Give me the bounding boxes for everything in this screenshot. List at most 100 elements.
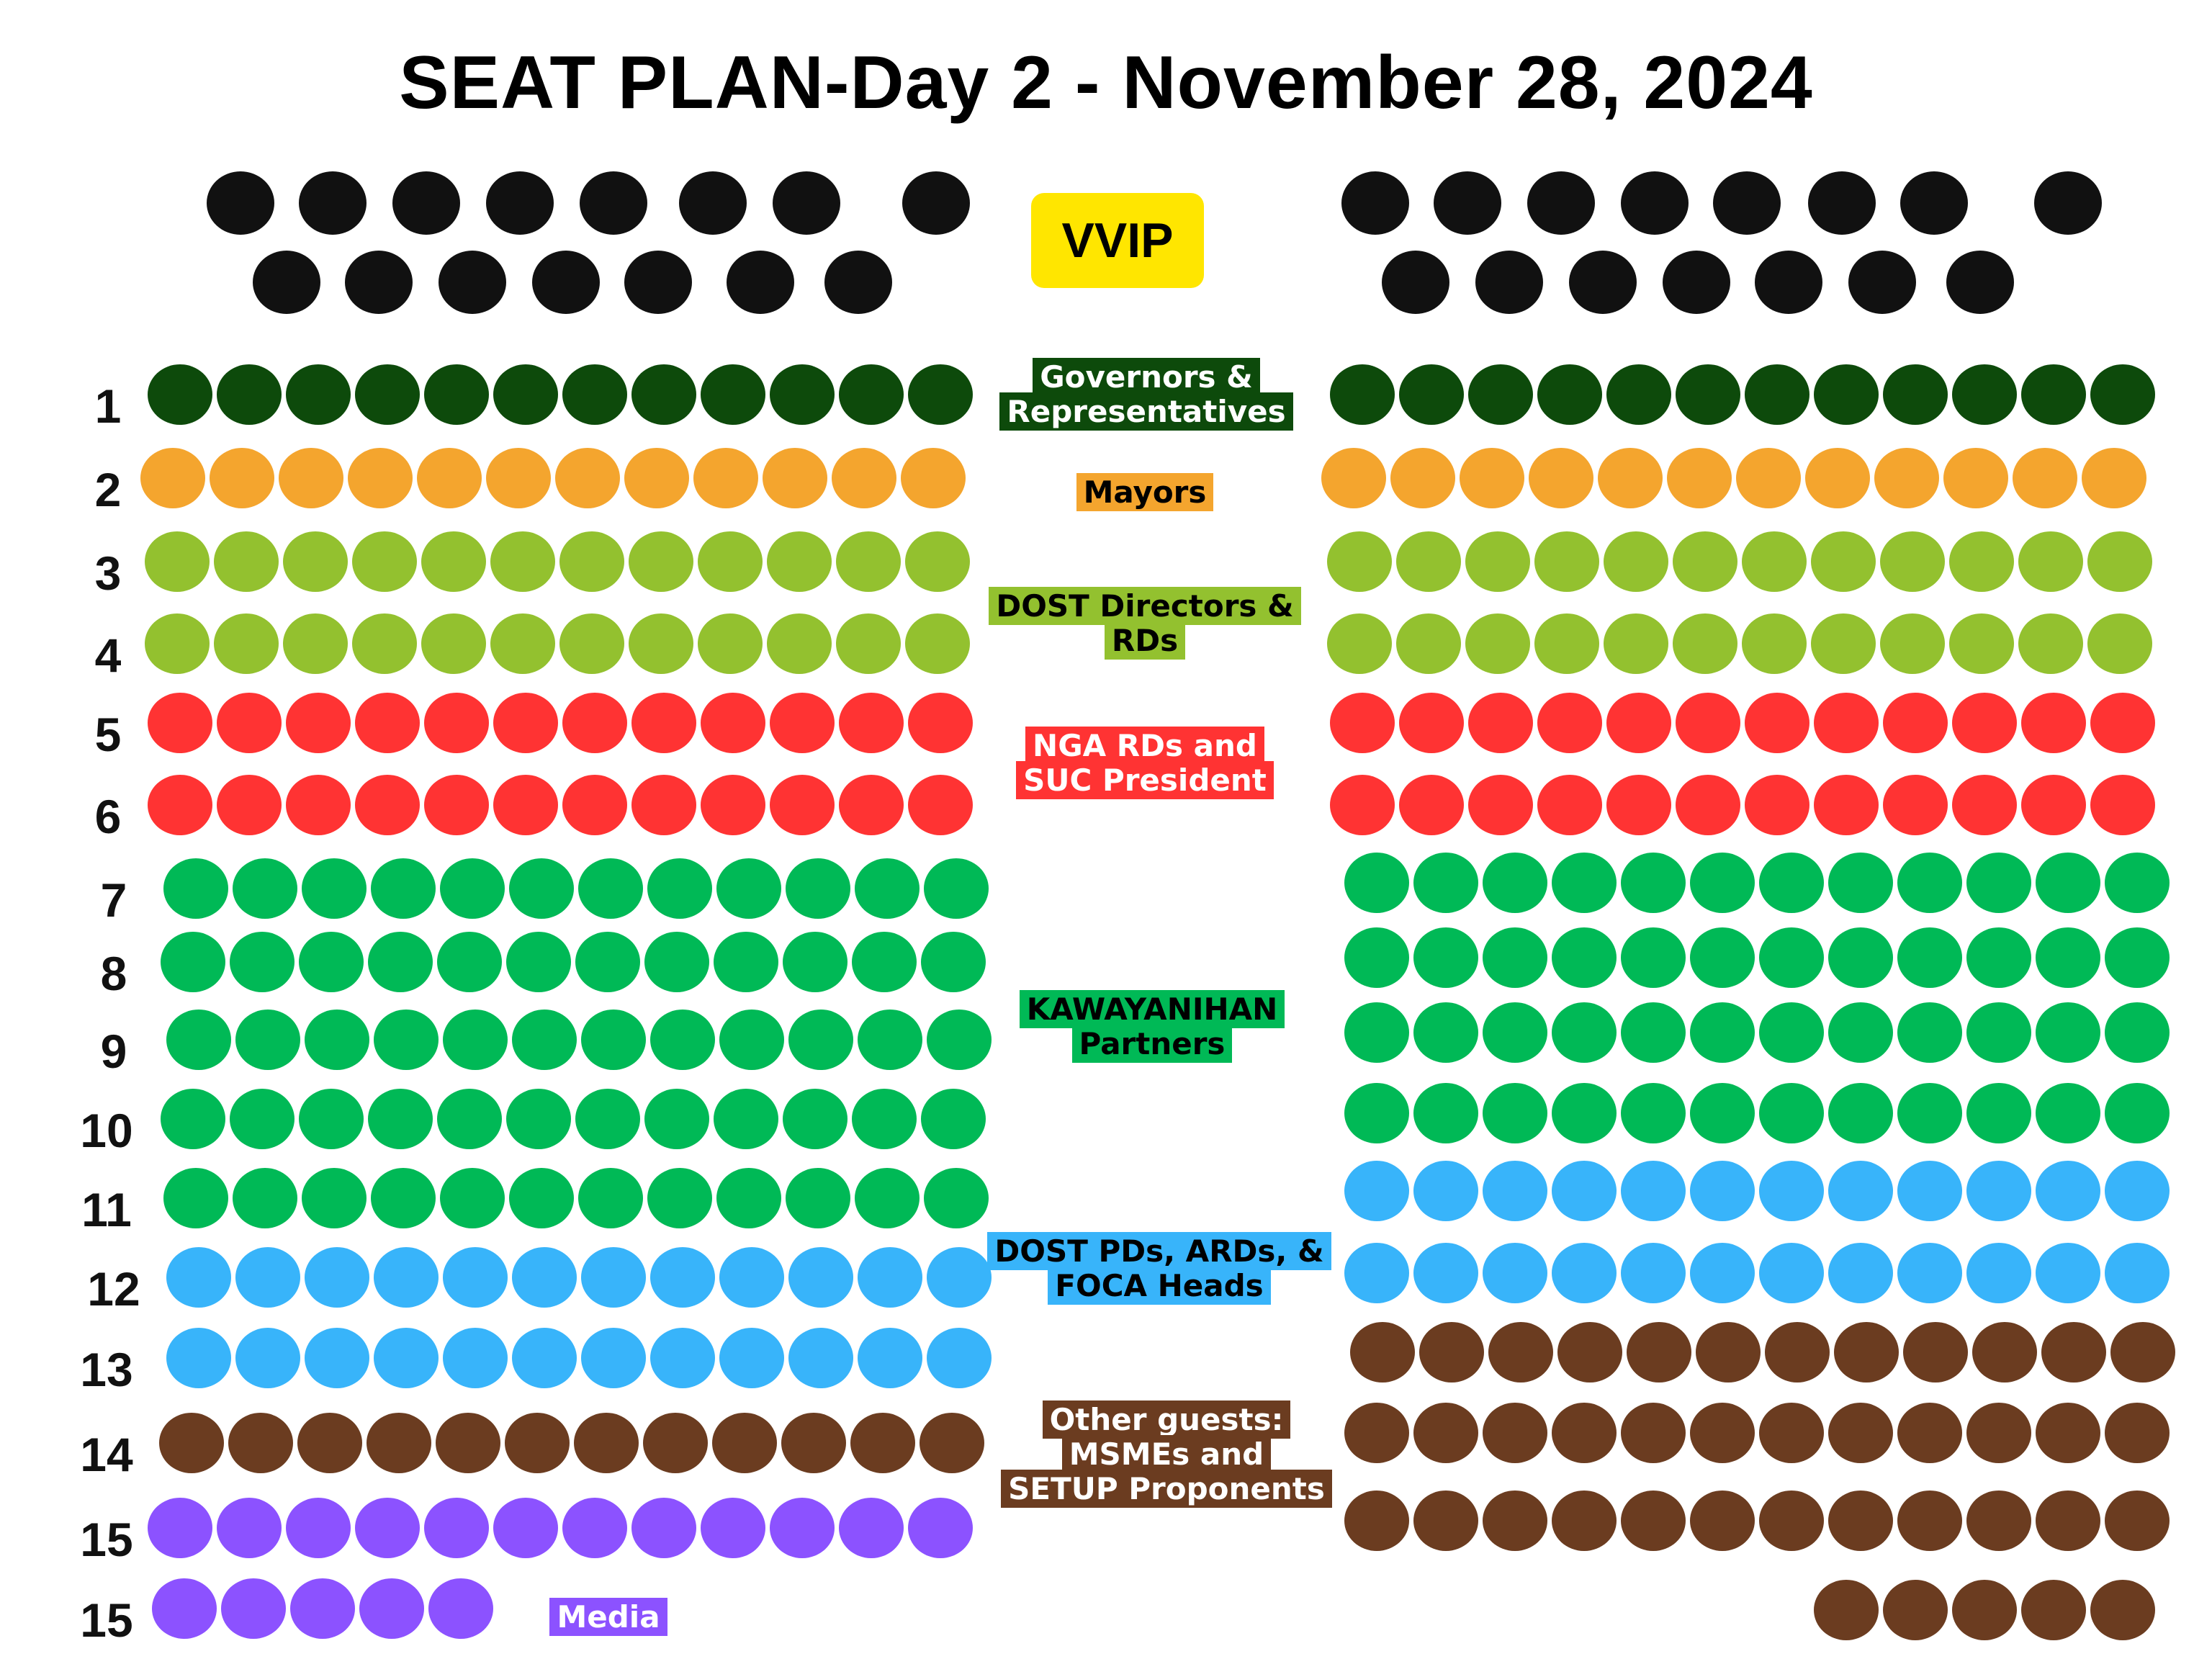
governors-seat <box>631 364 696 425</box>
kawayanihan-seat <box>305 1010 369 1070</box>
nga-seat <box>355 775 420 835</box>
vvip-seat <box>207 171 274 235</box>
vvip-seat <box>727 251 794 314</box>
vvip-seat <box>1946 251 2014 314</box>
other_guests-seat <box>1897 1491 1962 1551</box>
kawayanihan-seat <box>1344 927 1409 988</box>
category-label-nga: NGA RDs and SUC President <box>994 727 1296 799</box>
dost_pds-seat <box>1483 1161 1547 1221</box>
other_guests-seat <box>2105 1491 2170 1551</box>
dost_pds-seat <box>166 1328 231 1388</box>
dost_directors-seat <box>1742 531 1807 592</box>
dost_pds-seat <box>1897 1243 1962 1303</box>
other_guests-seat <box>228 1413 293 1473</box>
other_guests-seat <box>159 1413 224 1473</box>
dost_directors-seat <box>629 613 693 674</box>
dost_directors-seat <box>1880 531 1945 592</box>
category-label-other-guests: Other guests: MSMEs and SETUP Proponents <box>986 1401 1346 1508</box>
nga-seat <box>2090 775 2155 835</box>
kawayanihan-seat <box>509 858 574 919</box>
nga-seat <box>493 775 558 835</box>
nga-seat <box>562 693 627 753</box>
kawayanihan-seat <box>371 858 436 919</box>
kawayanihan-seat <box>163 1168 228 1228</box>
dost_pds-seat <box>1552 1243 1617 1303</box>
mayors-seat <box>901 448 966 508</box>
nga-seat <box>839 693 904 753</box>
media-seat <box>152 1578 217 1639</box>
nga-seat <box>1330 775 1395 835</box>
governors-seat <box>2021 364 2086 425</box>
nga-seat <box>908 693 973 753</box>
dost_directors-seat <box>559 613 624 674</box>
nga-seat <box>701 775 765 835</box>
kawayanihan-seat <box>2105 927 2170 988</box>
kawayanihan-seat <box>855 1168 920 1228</box>
nga-seat <box>1399 775 1464 835</box>
other_guests-seat <box>297 1413 362 1473</box>
dost_pds-seat <box>858 1247 922 1308</box>
dost_directors-seat <box>2087 613 2152 674</box>
other_guests-seat <box>574 1413 639 1473</box>
vvip-seat <box>1434 171 1501 235</box>
kawayanihan-seat <box>512 1010 577 1070</box>
other_guests-seat <box>1903 1322 1968 1382</box>
nga-seat <box>1399 693 1464 753</box>
mayors-seat <box>1874 448 1939 508</box>
category-label-dost-directors: DOST Directors & RDs <box>958 587 1332 660</box>
kawayanihan-seat <box>1344 1083 1409 1143</box>
mayors-seat <box>1736 448 1801 508</box>
kawayanihan-seat <box>1344 1002 1409 1063</box>
mayors-seat <box>210 448 274 508</box>
kawayanihan-seat <box>921 1089 986 1149</box>
mayors-seat <box>763 448 827 508</box>
dost_pds-seat <box>788 1328 853 1388</box>
row-number: 7 <box>100 873 127 927</box>
governors-seat <box>1883 364 1948 425</box>
media-seat <box>148 1498 212 1558</box>
kawayanihan-seat <box>644 932 709 992</box>
dost_pds-seat <box>512 1328 577 1388</box>
dost_pds-seat <box>443 1247 508 1308</box>
kawayanihan-seat <box>374 1010 439 1070</box>
dost_pds-seat <box>1690 1243 1755 1303</box>
dost_directors-seat <box>1811 531 1876 592</box>
dost_directors-seat <box>214 531 279 592</box>
category-label-line: Media <box>549 1598 667 1636</box>
other_guests-seat <box>1972 1322 2037 1382</box>
dost_directors-seat <box>698 613 763 674</box>
other_guests-seat <box>1759 1403 1824 1463</box>
vvip-seat <box>824 251 892 314</box>
kawayanihan-seat <box>299 1089 364 1149</box>
row-number: 15 <box>80 1593 133 1647</box>
kawayanihan-seat <box>852 1089 917 1149</box>
governors-seat <box>1330 364 1395 425</box>
kawayanihan-seat <box>714 932 778 992</box>
kawayanihan-seat <box>1897 1083 1962 1143</box>
kawayanihan-seat <box>230 1089 295 1149</box>
vvip-seat <box>1621 171 1689 235</box>
dost_pds-seat <box>858 1328 922 1388</box>
other_guests-seat <box>1897 1403 1962 1463</box>
media-seat <box>631 1498 696 1558</box>
mayors-seat <box>1529 448 1593 508</box>
kawayanihan-seat <box>1897 853 1962 913</box>
dost_pds-seat <box>1966 1161 2031 1221</box>
other_guests-seat <box>643 1413 708 1473</box>
vvip-seat <box>532 251 600 314</box>
nga-seat <box>770 775 835 835</box>
category-label-line: MSMEs and <box>1061 1435 1272 1473</box>
nga-seat <box>1745 693 1809 753</box>
other_guests-seat <box>367 1413 431 1473</box>
dost_pds-seat <box>1413 1243 1478 1303</box>
kawayanihan-seat <box>302 1168 367 1228</box>
media-seat <box>839 1498 904 1558</box>
dost_directors-seat <box>1742 613 1807 674</box>
row-number: 8 <box>100 947 127 1000</box>
kawayanihan-seat <box>437 932 502 992</box>
dost_directors-seat <box>836 531 901 592</box>
kawayanihan-seat <box>1966 1083 2031 1143</box>
other_guests-seat <box>1690 1403 1755 1463</box>
mayors-seat <box>486 448 551 508</box>
media-seat <box>562 1498 627 1558</box>
